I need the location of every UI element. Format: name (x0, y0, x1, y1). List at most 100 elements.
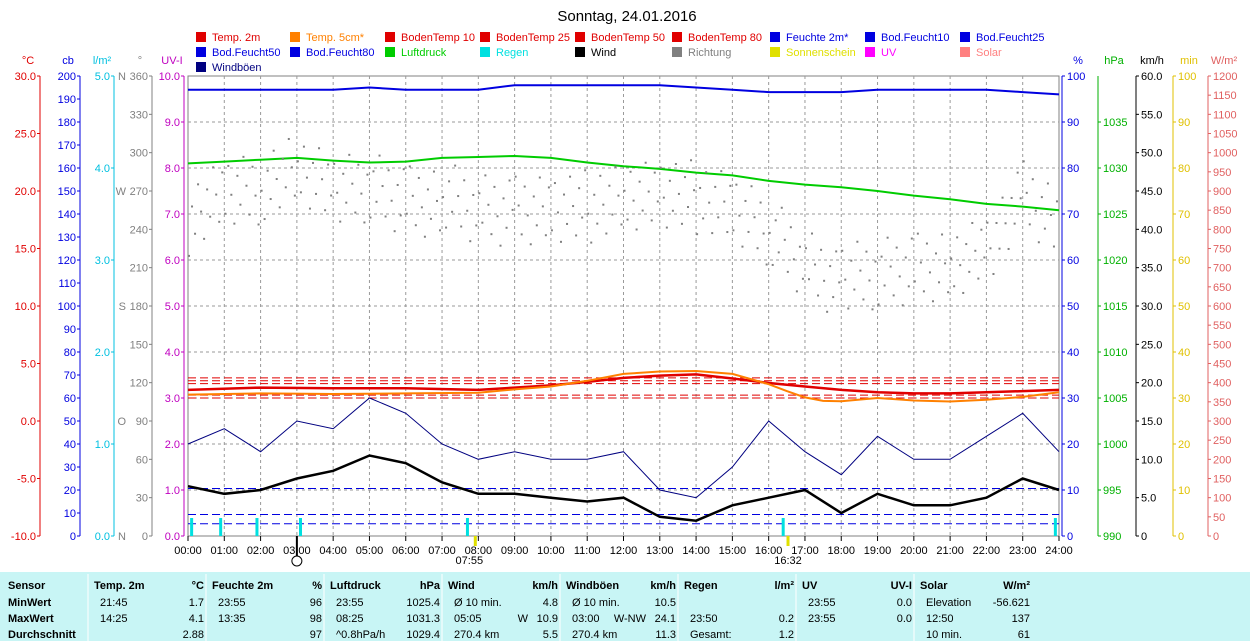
direction-dot (411, 194, 414, 197)
direction-dot (792, 258, 795, 261)
table-header: Wind (448, 580, 475, 592)
direction-dot (647, 190, 650, 193)
direction-dot (348, 153, 351, 156)
table-cell-value: 0.0 (897, 613, 912, 625)
right-axis-label: 1035 (1103, 117, 1127, 129)
direction-dot (635, 228, 638, 231)
table-cell-value: 4.8 (543, 597, 558, 609)
x-tick-label: 17:00 (791, 545, 819, 557)
direction-dot (581, 216, 584, 219)
x-tick-label: 00:00 (174, 545, 202, 557)
right-axis-label: 1015 (1103, 301, 1127, 313)
right-axis-label: 450 (1213, 359, 1231, 371)
right-axis-label: 1025 (1103, 209, 1127, 221)
direction-dot (605, 232, 608, 235)
right-axis-label: 100 (1067, 71, 1085, 83)
direction-dot (553, 182, 556, 185)
direction-dot (674, 162, 677, 165)
weather-chart: Sonntag, 24.01.2016 Temp. 2m Temp. 5cm* Bo… (11, 8, 1238, 567)
table-cell-time: 270.4 km (572, 629, 617, 641)
legend-label: Luftdruck (401, 47, 447, 59)
direction-dot (971, 221, 974, 224)
direction-dot (372, 170, 375, 173)
table-header: Sensor (8, 580, 46, 592)
direction-dot (333, 162, 336, 165)
rain-mark (219, 518, 223, 536)
left-axis-unit: cb (62, 55, 74, 67)
legend-label: Richtung (688, 47, 731, 59)
left-axis-label: 180 (58, 117, 76, 129)
direction-dot (753, 216, 756, 219)
table-cell-value: 97 (310, 629, 322, 641)
direction-dot (811, 232, 814, 235)
right-axis-label: 950 (1213, 167, 1231, 179)
direction-dot (841, 249, 844, 252)
left-axis-label: 60 (136, 454, 148, 466)
direction-dot (318, 147, 321, 150)
direction-dot (556, 211, 559, 214)
left-axis-label: 9.0 (165, 117, 180, 129)
direction-dot (687, 206, 690, 209)
table-cell-value: 0.0 (897, 597, 912, 609)
direction-dot (944, 262, 947, 265)
direction-dot (547, 186, 550, 189)
legend-swatch (770, 47, 780, 57)
direction-dot (820, 248, 823, 251)
left-axis-label: 110 (58, 278, 76, 290)
x-tick-label: 18:00 (827, 545, 855, 557)
legend-label: Temp. 2m (212, 32, 260, 44)
direction-dot (904, 256, 907, 259)
direction-dot (835, 250, 838, 253)
legend-label: Solar (976, 47, 1002, 59)
table-unit: hPa (420, 580, 441, 592)
direction-dot (998, 247, 1001, 250)
direction-dot (1001, 196, 1004, 199)
left-axis-label: 60 (64, 393, 76, 405)
direction-dot (747, 230, 750, 233)
x-tick-label: 13:00 (646, 545, 674, 557)
direction-dot (563, 193, 566, 196)
chart-legend: Temp. 2m Temp. 5cm* BodenTemp 10 BodenTemp … (196, 32, 1045, 74)
direction-dot (245, 184, 248, 187)
direction-dot (853, 288, 856, 291)
table-unit: % (312, 580, 322, 592)
direction-dot (677, 192, 680, 195)
direction-dot (726, 231, 729, 234)
left-axis-label: 30 (64, 462, 76, 474)
right-axis-label: 250 (1213, 435, 1231, 447)
direction-dot (814, 263, 817, 266)
legend-label: Temp. 5cm* (306, 32, 365, 44)
table-cell-time: 12:50 (926, 613, 954, 625)
left-axis-label: 180 (130, 301, 148, 313)
direction-dot (617, 194, 620, 197)
legend-label: UV (881, 47, 897, 59)
right-axis-label: 150 (1213, 474, 1231, 486)
right-axis-label: 55.0 (1141, 109, 1162, 121)
direction-dot (683, 176, 686, 179)
x-tick-label: 19:00 (864, 545, 892, 557)
direction-dot (578, 187, 581, 190)
table-row-label: MinWert (8, 597, 52, 609)
table-cell-time: 270.4 km (454, 629, 499, 641)
direction-dot (272, 149, 275, 152)
right-axes: %1009080706050403020100hPa10351030102510… (1061, 55, 1237, 543)
table-cell-value: 1025.4 (406, 597, 440, 609)
right-axis-label: 1000 (1103, 439, 1127, 451)
direction-dot (590, 241, 593, 244)
direction-dot (236, 174, 239, 177)
right-axis-label: 90 (1178, 117, 1190, 129)
direction-dot (227, 164, 230, 167)
direction-dot (490, 233, 493, 236)
x-tick-label: 21:00 (936, 545, 964, 557)
direction-dot (953, 285, 956, 288)
table-unit: l/m² (774, 580, 794, 592)
left-axis-label: 5.0 (165, 301, 180, 313)
direction-dot (584, 169, 587, 172)
legend-swatch (196, 32, 206, 42)
left-axis-label: 50 (64, 416, 76, 428)
direction-dot (191, 205, 194, 208)
direction-dot (469, 240, 472, 243)
rain-mark (190, 518, 194, 536)
direction-dot (629, 170, 632, 173)
legend-label: Bod.Feucht25 (976, 32, 1045, 44)
